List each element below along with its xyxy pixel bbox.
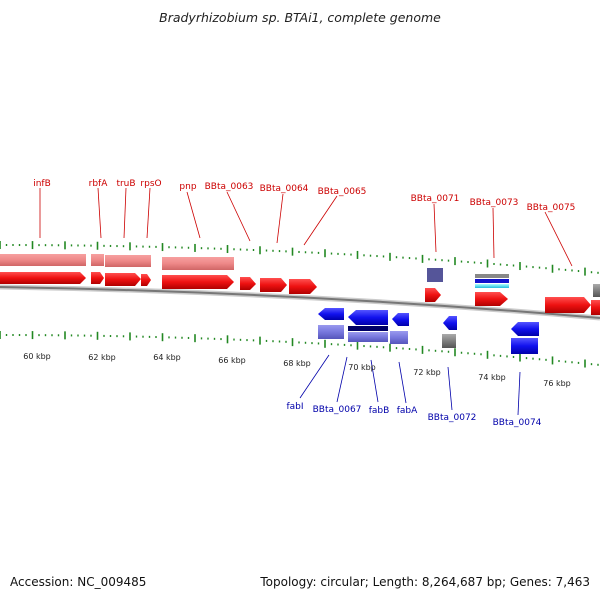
forward-gene-labels: infB rbfA truB rpsO pnp BBta_0063 BBta_0… (33, 179, 576, 267)
feature-box (511, 338, 538, 354)
gene-arrow-rpsO (141, 274, 151, 286)
gene-label-pnp: pnp (179, 182, 196, 192)
feature-box (475, 284, 509, 288)
upper-scale-ticks (0, 241, 599, 276)
scale-label-62: 62 kbp (88, 353, 116, 362)
gene-label-rbfA: rbfA (89, 179, 109, 189)
gene-arrow-BBta_0063 (240, 277, 256, 290)
feature-box (318, 325, 344, 339)
gene-arrow-BBta_0072 (443, 316, 457, 330)
scale-label-60: 60 kbp (23, 352, 51, 361)
feature-box (348, 332, 388, 342)
gene-label-BBta_0073: BBta_0073 (470, 198, 519, 208)
genome-backbone (0, 284, 600, 321)
gene-label-rpsO: rpsO (140, 179, 161, 189)
gene-label-BBta_0072: BBta_0072 (428, 413, 477, 423)
feature-box (0, 254, 86, 266)
gene-label-fabB: fabB (369, 406, 390, 416)
gene-arrow-BBta_0064 (260, 278, 287, 292)
gene-label-infB: infB (33, 179, 51, 189)
gene-arrow-infB (0, 272, 86, 284)
forward-gene-arrows (0, 272, 600, 315)
scale-label-70: 70 kbp (348, 363, 376, 372)
genome-title: Bradyrhizobium sp. BTAi1, complete genom… (159, 10, 441, 25)
lower-scale-ticks (0, 331, 599, 368)
gene-label-truB: truB (116, 179, 135, 189)
feature-box (475, 274, 509, 278)
gene-arrow-unlabeled (591, 300, 600, 315)
accession-text: Accession: NC_009485 (10, 575, 147, 589)
gene-label-fabA: fabA (397, 406, 418, 416)
scale-label-64: 64 kbp (153, 353, 181, 362)
scale-label-76: 76 kbp (543, 379, 571, 388)
gene-arrow-BBta_0065 (289, 279, 317, 294)
gene-arrow-BBta_0071 (425, 288, 441, 302)
feature-box (348, 326, 388, 331)
gene-label-BBta_0067: BBta_0067 (313, 405, 362, 415)
genome-info-text: Topology: circular; Length: 8,264,687 bp… (260, 575, 590, 589)
gene-label-BBta_0075: BBta_0075 (527, 203, 576, 213)
scale-labels: 60 kbp 62 kbp 64 kbp 66 kbp 68 kbp 70 kb… (23, 352, 571, 388)
gene-arrow-fabI (318, 308, 344, 320)
gene-arrow-rbfA (91, 272, 104, 284)
gene-arrow-BBta_0073 (475, 292, 508, 306)
gene-label-BBta_0065: BBta_0065 (318, 187, 367, 197)
gene-label-BBta_0063: BBta_0063 (205, 182, 254, 192)
gene-arrow-BBta_0075 (545, 297, 591, 313)
feature-box (475, 279, 509, 283)
scale-label-68: 68 kbp (283, 359, 311, 368)
reverse-gene-arrows (318, 308, 539, 336)
gene-label-BBta_0071: BBta_0071 (411, 194, 460, 204)
reverse-feature-row (318, 325, 538, 354)
feature-box (390, 331, 408, 344)
feature-box (442, 334, 456, 348)
gene-arrow-pnp (162, 275, 234, 289)
gene-arrow-BBta_0074 (511, 322, 539, 336)
scale-label-74: 74 kbp (478, 373, 506, 382)
gene-label-BBta_0074: BBta_0074 (493, 418, 542, 428)
gene-arrow-truB (105, 273, 141, 286)
feature-box (91, 254, 104, 266)
gene-arrow-BBta_0067 (348, 310, 388, 325)
forward-feature-row (0, 254, 600, 297)
feature-box (162, 257, 234, 270)
gene-label-BBta_0064: BBta_0064 (260, 184, 309, 194)
feature-box (593, 284, 600, 297)
gene-arrow-fabA (392, 313, 409, 326)
gene-label-fabI: fabI (286, 402, 303, 412)
feature-box (427, 268, 443, 282)
scale-label-66: 66 kbp (218, 356, 246, 365)
feature-box (105, 255, 151, 267)
reverse-gene-labels: fabI BBta_0067 fabB fabA BBta_0072 BBta_… (286, 354, 542, 428)
scale-label-72: 72 kbp (413, 368, 441, 377)
